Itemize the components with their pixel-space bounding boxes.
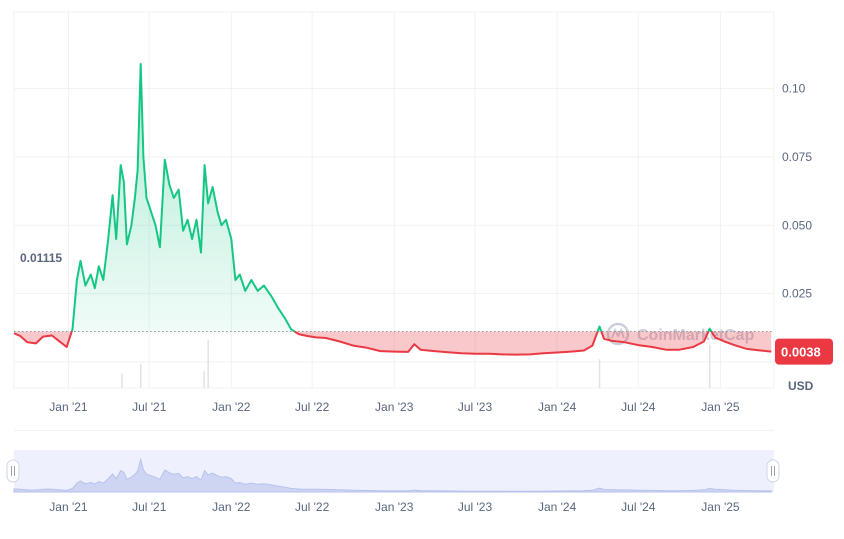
- area-above-baseline: [14, 64, 772, 332]
- navigator-series-area: [13, 457, 772, 493]
- volume-bars: [121, 340, 711, 388]
- coinmarketcap-logo-icon: [606, 322, 630, 346]
- current-price-text: 0.0038: [781, 345, 821, 360]
- navigator-area: [13, 457, 772, 493]
- x-tick-label: Jan '24: [538, 400, 577, 414]
- y-tick-label: 0.025: [782, 287, 812, 301]
- x-axis: Jan '21 Jul '21 Jan '22 Jul '22 Jan '23 Jul '…: [49, 400, 740, 414]
- range-navigator[interactable]: [6, 450, 780, 493]
- price-area: [14, 64, 772, 355]
- volume-bar: [121, 373, 123, 388]
- y-tick-label: 0.050: [782, 218, 812, 232]
- current-price-badge-bg: [775, 338, 833, 365]
- x-tick-label: Jul '24: [621, 400, 656, 414]
- navigator-x-tick-label: Jan '21: [49, 500, 88, 514]
- navigator-x-tick-label: Jul '23: [458, 500, 493, 514]
- price-line: [14, 63, 772, 356]
- unit-label: USD: [788, 379, 814, 393]
- navigator-x-axis: Jan '21 Jul '21 Jan '22 Jul '22 Jan '23 Jul '…: [49, 500, 740, 514]
- volume-bar: [708, 344, 711, 388]
- area-below-baseline: [14, 331, 772, 355]
- x-tick-label: Jan '23: [375, 400, 414, 414]
- navigator-handle-right[interactable]: [766, 459, 780, 483]
- line-down-segment: [14, 331, 772, 356]
- volume-bar: [139, 364, 142, 388]
- navigator-x-tick-label: Jul '22: [295, 500, 330, 514]
- y-axis: 0.025 0.050 0.075 0.10: [782, 82, 812, 301]
- baseline-label: 0.01115: [14, 249, 68, 267]
- current-price-badge: 0.0038: [775, 338, 833, 365]
- navigator-x-tick-label: Jan '25: [701, 500, 740, 514]
- x-tick-label: Jul '21: [132, 400, 167, 414]
- x-tick-label: Jul '22: [295, 400, 330, 414]
- baseline-label-text: 0.01115: [20, 251, 62, 265]
- navigator-x-tick-label: Jul '21: [132, 500, 167, 514]
- x-tick-label: Jul '23: [458, 400, 493, 414]
- navigator-handle-left-bg[interactable]: [6, 459, 20, 483]
- navigator-x-tick-label: Jan '23: [375, 500, 414, 514]
- baseline-label-bg: [14, 249, 68, 267]
- y-tick-label: 0.10: [782, 82, 806, 96]
- navigator-handle-left[interactable]: [6, 459, 20, 483]
- navigator-x-tick-label: Jul '24: [621, 500, 656, 514]
- volume-bar: [203, 371, 205, 388]
- x-tick-label: Jan '22: [212, 400, 251, 414]
- x-tick-label: Jan '25: [701, 400, 740, 414]
- y-tick-label: 0.075: [782, 150, 812, 164]
- navigator-handle-right-bg[interactable]: [766, 459, 780, 483]
- navigator-x-tick-label: Jan '24: [538, 500, 577, 514]
- x-tick-label: Jan '21: [49, 400, 88, 414]
- grid: [13, 11, 775, 431]
- volume-bar: [598, 359, 601, 388]
- navigator-x-tick-label: Jan '22: [212, 500, 251, 514]
- volume-bar: [207, 340, 209, 388]
- coinmarketcap-logo-mark: [611, 327, 625, 339]
- line-up-segment: [70, 63, 713, 332]
